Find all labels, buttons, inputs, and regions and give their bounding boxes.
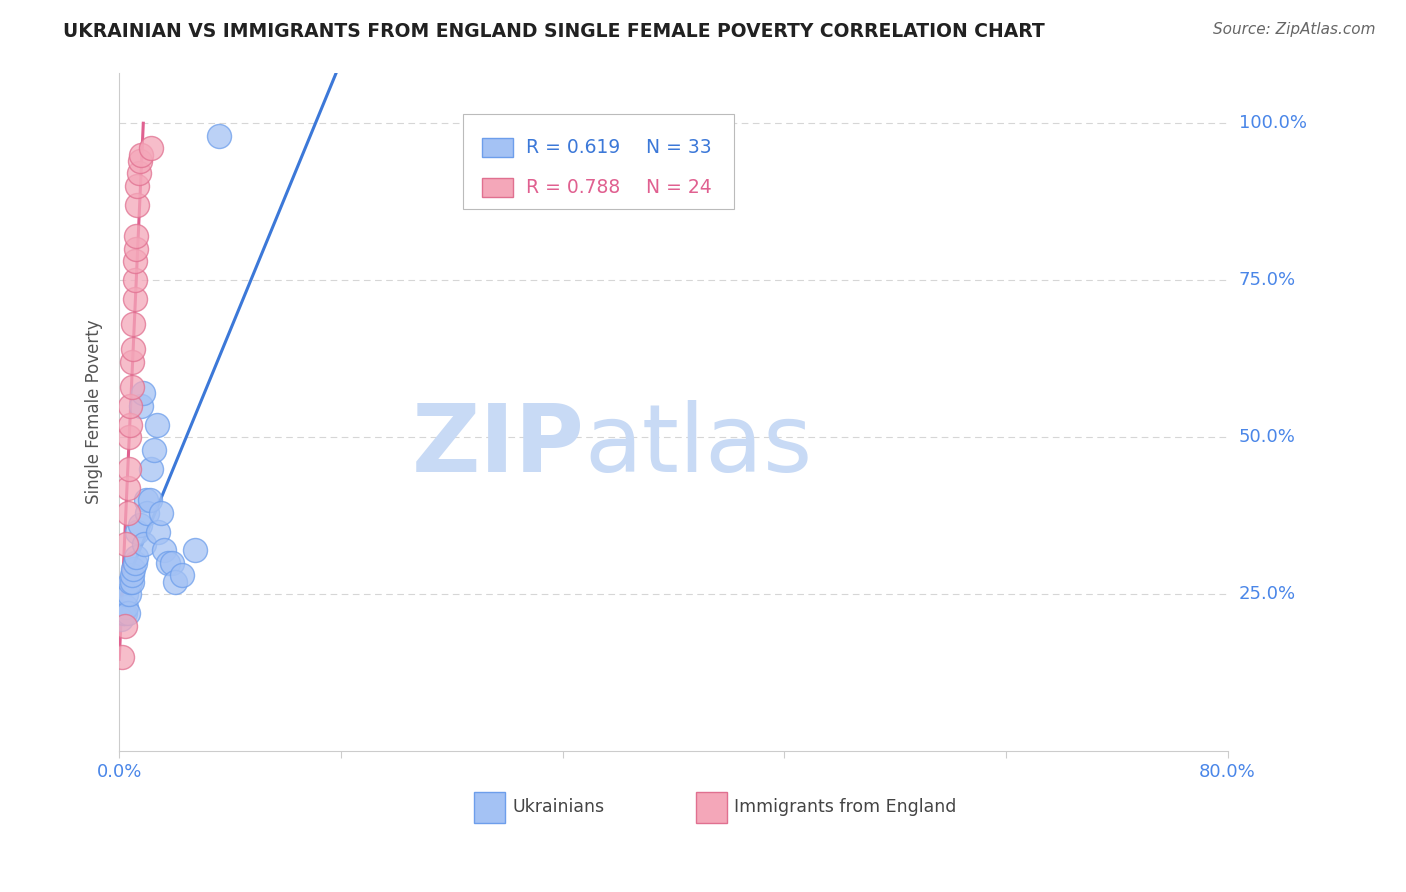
Point <box>136 506 159 520</box>
Text: 100.0%: 100.0% <box>1239 114 1306 132</box>
Point <box>120 574 142 589</box>
Point <box>139 141 162 155</box>
Text: 75.0%: 75.0% <box>1239 271 1296 289</box>
Point <box>124 556 146 570</box>
Point <box>118 587 141 601</box>
Text: Source: ZipAtlas.com: Source: ZipAtlas.com <box>1212 22 1375 37</box>
Point <box>134 537 156 551</box>
Point <box>156 556 179 570</box>
Point <box>170 568 193 582</box>
Point <box>125 229 148 244</box>
Point <box>124 292 146 306</box>
Point <box>115 599 138 614</box>
Point <box>145 417 167 432</box>
Point <box>127 524 149 539</box>
Point <box>129 153 152 168</box>
Point <box>132 386 155 401</box>
Text: R = 0.619: R = 0.619 <box>526 138 620 158</box>
Point <box>118 461 141 475</box>
Text: Ukrainians: Ukrainians <box>513 798 605 816</box>
Point <box>163 574 186 589</box>
Point <box>139 493 162 508</box>
Text: 50.0%: 50.0% <box>1239 428 1295 446</box>
FancyBboxPatch shape <box>463 113 734 209</box>
Point <box>127 198 149 212</box>
Text: UKRAINIAN VS IMMIGRANTS FROM ENGLAND SINGLE FEMALE POVERTY CORRELATION CHART: UKRAINIAN VS IMMIGRANTS FROM ENGLAND SIN… <box>63 22 1045 41</box>
Text: 25.0%: 25.0% <box>1239 585 1296 603</box>
Point <box>121 355 143 369</box>
Point <box>124 254 146 268</box>
Point <box>122 343 145 357</box>
Point <box>114 606 136 620</box>
FancyBboxPatch shape <box>474 792 505 822</box>
Point <box>121 574 143 589</box>
Point <box>152 543 174 558</box>
Point <box>146 524 169 539</box>
FancyBboxPatch shape <box>482 178 513 197</box>
Point <box>125 242 148 256</box>
Point <box>121 568 143 582</box>
Point <box>120 417 142 432</box>
Text: R = 0.788: R = 0.788 <box>526 178 620 197</box>
Point <box>110 612 132 626</box>
Point <box>135 493 157 508</box>
Point <box>149 506 172 520</box>
Point <box>124 273 146 287</box>
Point <box>121 380 143 394</box>
Point <box>125 549 148 564</box>
Point <box>117 481 139 495</box>
Point <box>120 399 142 413</box>
Text: ZIP: ZIP <box>412 401 585 492</box>
Point <box>117 506 139 520</box>
Y-axis label: Single Female Poverty: Single Female Poverty <box>86 320 103 505</box>
Point <box>122 562 145 576</box>
Point <box>128 166 150 180</box>
Point <box>184 543 207 558</box>
Text: Immigrants from England: Immigrants from England <box>734 798 956 816</box>
Point <box>111 650 134 665</box>
Point <box>127 179 149 194</box>
Point <box>208 128 231 143</box>
Point <box>115 537 138 551</box>
Text: N = 33: N = 33 <box>645 138 711 158</box>
Point <box>115 587 138 601</box>
FancyBboxPatch shape <box>482 138 513 158</box>
Point <box>142 442 165 457</box>
Point <box>131 147 153 161</box>
Text: atlas: atlas <box>585 401 813 492</box>
Point <box>114 618 136 632</box>
Text: N = 24: N = 24 <box>645 178 711 197</box>
Point <box>160 556 183 570</box>
Point <box>122 317 145 331</box>
Point <box>129 518 152 533</box>
Point <box>139 461 162 475</box>
Point <box>117 606 139 620</box>
Point <box>118 430 141 444</box>
Point <box>131 399 153 413</box>
FancyBboxPatch shape <box>696 792 727 822</box>
Point <box>112 606 135 620</box>
